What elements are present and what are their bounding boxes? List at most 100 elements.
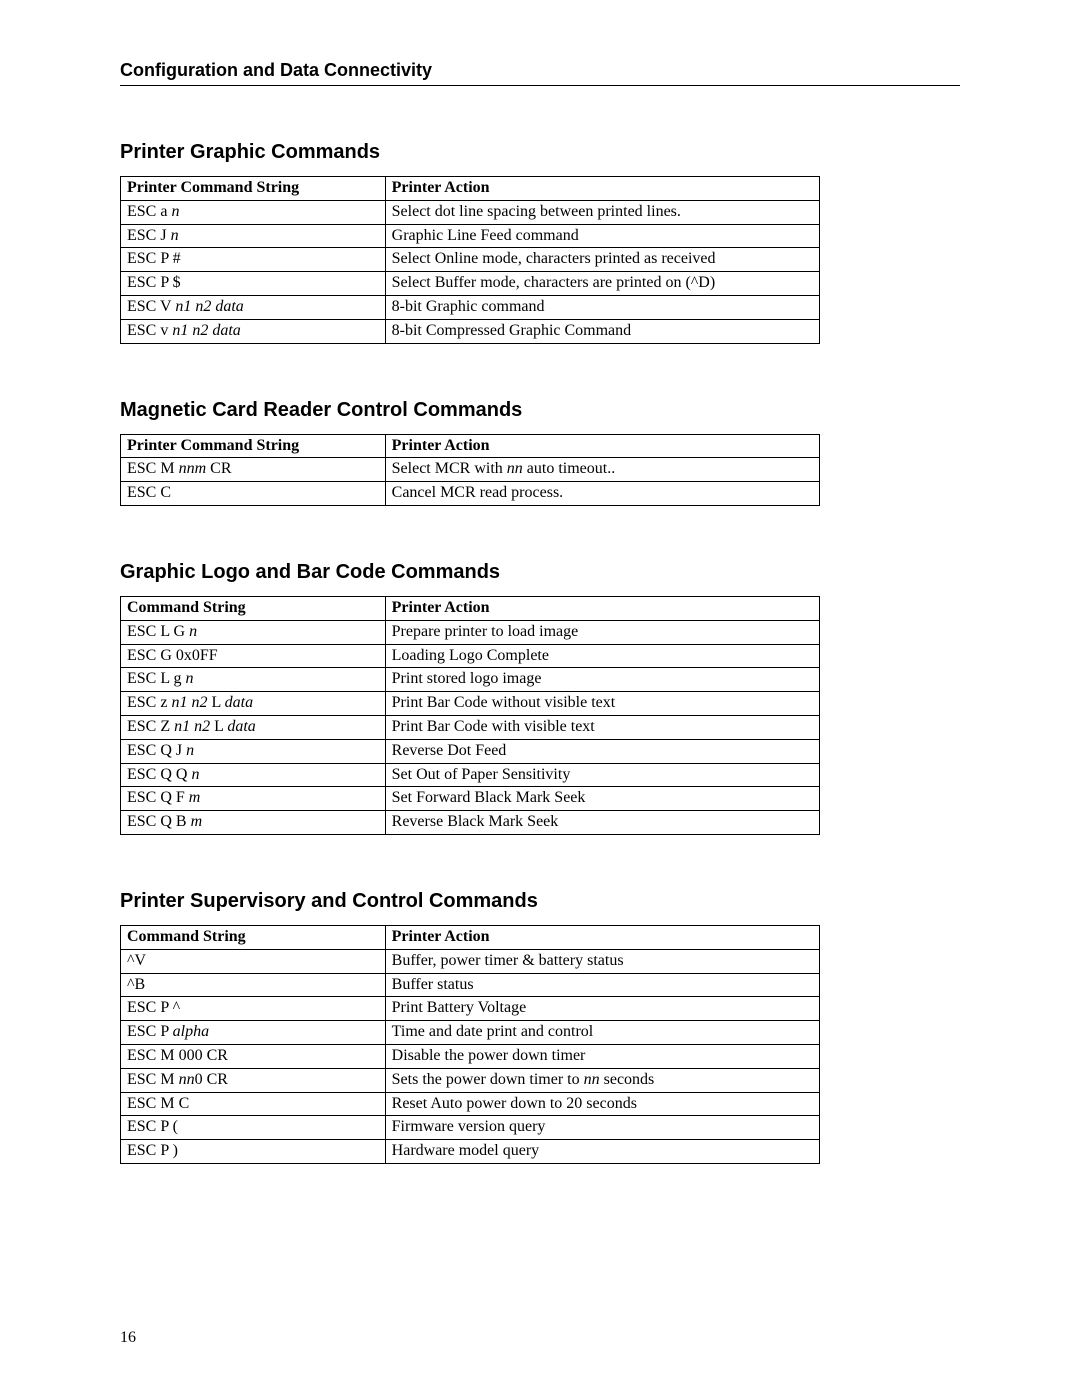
cmd-cell: ESC P ^ [121,997,386,1021]
table-row: ^BBuffer status [121,973,820,997]
action-cell: Reverse Dot Feed [385,739,819,763]
table-row: ESC CCancel MCR read process. [121,482,820,506]
page-number: 16 [120,1329,136,1347]
table-row: ESC G 0x0FFLoading Logo Complete [121,644,820,668]
table-row: ESC P (Firmware version query [121,1116,820,1140]
cmd-cell: ESC M nn0 CR [121,1068,386,1092]
cmd-cell: ESC P alpha [121,1021,386,1045]
table-row: ESC P $Select Buffer mode, characters ar… [121,272,820,296]
table-header-row: Command String Printer Action [121,925,820,949]
col-cmd: Command String [121,925,386,949]
action-cell: Select Online mode, characters printed a… [385,248,819,272]
col-action: Printer Action [385,596,819,620]
action-cell: Firmware version query [385,1116,819,1140]
cmd-cell: ESC z n1 n2 L data [121,692,386,716]
table-row: ESC M CReset Auto power down to 20 secon… [121,1092,820,1116]
cmd-cell: ESC P ) [121,1140,386,1164]
action-cell: 8-bit Graphic command [385,295,819,319]
cmd-cell: ESC M nnm CR [121,458,386,482]
table-row: ^VBuffer, power timer & battery status [121,949,820,973]
table-row: ESC Q J nReverse Dot Feed [121,739,820,763]
table-body: ESC L G nPrepare printer to load imageES… [121,620,820,834]
table-row: ESC z n1 n2 L dataPrint Bar Code without… [121,692,820,716]
cmd-cell: ESC Z n1 n2 L data [121,715,386,739]
action-cell: Set Forward Black Mark Seek [385,787,819,811]
action-cell: Hardware model query [385,1140,819,1164]
table-row: ESC M nnm CRSelect MCR with nn auto time… [121,458,820,482]
table-row: ESC L g nPrint stored logo image [121,668,820,692]
table-header-row: Printer Command String Printer Action [121,434,820,458]
table-header-row: Printer Command String Printer Action [121,177,820,201]
action-cell: Prepare printer to load image [385,620,819,644]
graphic-commands-table: Printer Command String Printer Action ES… [120,176,820,344]
cmd-cell: ESC P $ [121,272,386,296]
section-title: Graphic Logo and Bar Code Commands [120,561,960,584]
table-row: ESC Z n1 n2 L dataPrint Bar Code with vi… [121,715,820,739]
col-cmd: Printer Command String [121,177,386,201]
action-cell: Select dot line spacing between printed … [385,200,819,224]
table-row: ESC v n1 n2 data8-bit Compressed Graphic… [121,319,820,343]
cmd-cell: ESC Q J n [121,739,386,763]
cmd-cell: ESC V n1 n2 data [121,295,386,319]
action-cell: Print stored logo image [385,668,819,692]
table-body: ESC a nSelect dot line spacing between p… [121,200,820,343]
action-cell: Buffer, power timer & battery status [385,949,819,973]
logo-barcode-commands-table: Command String Printer Action ESC L G nP… [120,596,820,835]
table-row: ESC M nn0 CRSets the power down timer to… [121,1068,820,1092]
cmd-cell: ESC M C [121,1092,386,1116]
col-cmd: Command String [121,596,386,620]
cmd-cell: ESC v n1 n2 data [121,319,386,343]
action-cell: Disable the power down timer [385,1044,819,1068]
col-action: Printer Action [385,177,819,201]
table-row: ESC L G nPrepare printer to load image [121,620,820,644]
supervisory-commands-table: Command String Printer Action ^VBuffer, … [120,925,820,1164]
cmd-cell: ESC L g n [121,668,386,692]
cmd-cell: ESC Q F m [121,787,386,811]
table-row: ESC P )Hardware model query [121,1140,820,1164]
action-cell: Print Bar Code with visible text [385,715,819,739]
cmd-cell: ESC L G n [121,620,386,644]
table-row: ESC J nGraphic Line Feed command [121,224,820,248]
page: Configuration and Data Connectivity Prin… [0,0,1080,1397]
mcr-commands-table: Printer Command String Printer Action ES… [120,434,820,506]
action-cell: 8-bit Compressed Graphic Command [385,319,819,343]
cmd-cell: ESC Q B m [121,811,386,835]
action-cell: Set Out of Paper Sensitivity [385,763,819,787]
col-action: Printer Action [385,925,819,949]
cmd-cell: ^V [121,949,386,973]
table-row: ESC M 000 CRDisable the power down timer [121,1044,820,1068]
cmd-cell: ESC Q Q n [121,763,386,787]
table-header-row: Command String Printer Action [121,596,820,620]
action-cell: Loading Logo Complete [385,644,819,668]
table-row: ESC Q B mReverse Black Mark Seek [121,811,820,835]
table-row: ESC P alphaTime and date print and contr… [121,1021,820,1045]
cmd-cell: ESC J n [121,224,386,248]
section-title: Magnetic Card Reader Control Commands [120,399,960,422]
action-cell: Buffer status [385,973,819,997]
cmd-cell: ESC G 0x0FF [121,644,386,668]
cmd-cell: ESC a n [121,200,386,224]
cmd-cell: ESC C [121,482,386,506]
action-cell: Time and date print and control [385,1021,819,1045]
table-body: ^VBuffer, power timer & battery status^B… [121,949,820,1163]
table-row: ESC P ^Print Battery Voltage [121,997,820,1021]
action-cell: Sets the power down timer to nn seconds [385,1068,819,1092]
table-row: ESC Q F mSet Forward Black Mark Seek [121,787,820,811]
action-cell: Select Buffer mode, characters are print… [385,272,819,296]
page-header: Configuration and Data Connectivity [120,60,960,86]
action-cell: Print Battery Voltage [385,997,819,1021]
cmd-cell: ESC M 000 CR [121,1044,386,1068]
section-title: Printer Graphic Commands [120,141,960,164]
action-cell: Select MCR with nn auto timeout.. [385,458,819,482]
col-cmd: Printer Command String [121,434,386,458]
table-row: ESC Q Q nSet Out of Paper Sensitivity [121,763,820,787]
cmd-cell: ESC P ( [121,1116,386,1140]
table-body: ESC M nnm CRSelect MCR with nn auto time… [121,458,820,506]
action-cell: Graphic Line Feed command [385,224,819,248]
action-cell: Print Bar Code without visible text [385,692,819,716]
section-title: Printer Supervisory and Control Commands [120,890,960,913]
col-action: Printer Action [385,434,819,458]
action-cell: Reverse Black Mark Seek [385,811,819,835]
cmd-cell: ESC P # [121,248,386,272]
action-cell: Cancel MCR read process. [385,482,819,506]
